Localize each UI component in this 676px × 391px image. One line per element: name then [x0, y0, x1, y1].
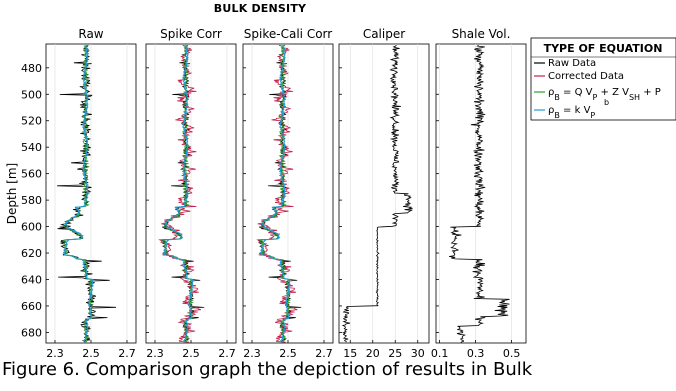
y-tick-label: 480: [21, 62, 42, 75]
y-tick-label: 520: [21, 115, 42, 128]
x-tick-label: 2.5: [182, 347, 200, 360]
legend-label: Corrected Data: [548, 71, 624, 82]
x-tick-label: 2.5: [82, 347, 100, 360]
y-tick-label: 500: [21, 88, 42, 101]
track-1: 2.3 2.5 2.7 Raw: [45, 27, 137, 360]
x-tick-label: 2.3: [146, 347, 164, 360]
track-title: Shale Vol.: [452, 27, 511, 41]
series-raw: [258, 44, 302, 343]
legend-label-superscript: b: [604, 98, 609, 107]
legend-label: ρB = k VP: [548, 105, 595, 120]
legend-label: Raw Data: [548, 58, 596, 69]
figure-caption: Figure 6. Comparison graph the depiction…: [2, 360, 533, 380]
x-tick-label: 2.7: [118, 347, 136, 360]
series-eq2: [162, 45, 195, 343]
track-title: Spike-Cali Corr: [244, 27, 332, 41]
y-tick-label: 540: [21, 141, 42, 154]
series-shale-volume: [449, 44, 510, 343]
x-tick-label: 0.3: [467, 347, 485, 360]
legend-box: [530, 37, 676, 121]
series-corrected: [158, 44, 202, 343]
y-tick-label: 560: [21, 168, 42, 181]
y-tick-label: 600: [21, 221, 42, 234]
y-tick-label: 580: [21, 194, 42, 207]
series-raw: [161, 44, 205, 343]
series-corrected: [256, 44, 298, 343]
series-eq2: [259, 45, 292, 343]
track-5: 0.1 0.3 0.5 Shale Vol.: [431, 27, 527, 360]
x-tick-label: 20: [366, 347, 380, 360]
x-tick-label: 0.1: [431, 347, 449, 360]
track-4: 15 20 25 30 Caliper: [338, 27, 430, 360]
y-axis-label: Depth [m]: [5, 163, 19, 224]
track-frame: [338, 43, 430, 344]
legend: TYPE OF EQUATION Raw Data Corrected Data ρB…: [530, 37, 676, 121]
figure-title: BULK DENSITY: [213, 2, 307, 15]
track-frame: [435, 43, 527, 344]
track-title: Caliper: [363, 27, 405, 41]
x-tick-label: 30: [411, 347, 425, 360]
x-tick-label: 15: [343, 347, 357, 360]
y-tick-label: 620: [21, 247, 42, 260]
series-eq2: [62, 45, 95, 343]
x-tick-label: 25: [388, 347, 402, 360]
x-tick-label: 2.7: [218, 347, 236, 360]
x-tick-label: 2.3: [243, 347, 261, 360]
plot-area: 2.3 2.5 2.7 Raw 2.3 2.5 2.7 Spike Corr 2.3 2.5 2.7…: [5, 27, 676, 379]
track-title: Raw: [78, 27, 103, 41]
legend-label: ρB = Q VP + Z VSH + P: [548, 87, 661, 102]
x-tick-label: 2.7: [315, 347, 333, 360]
track-title: Spike Corr: [160, 27, 222, 41]
y-tick-label: 660: [21, 300, 42, 313]
x-tick-label: 2.3: [46, 347, 64, 360]
x-tick-label: 0.5: [503, 347, 521, 360]
y-tick-label: 680: [21, 326, 42, 339]
y-tick-label: 640: [21, 273, 42, 286]
legend-title: TYPE OF EQUATION: [544, 42, 663, 55]
x-tick-label: 2.5: [279, 347, 297, 360]
series-caliper: [341, 44, 413, 343]
